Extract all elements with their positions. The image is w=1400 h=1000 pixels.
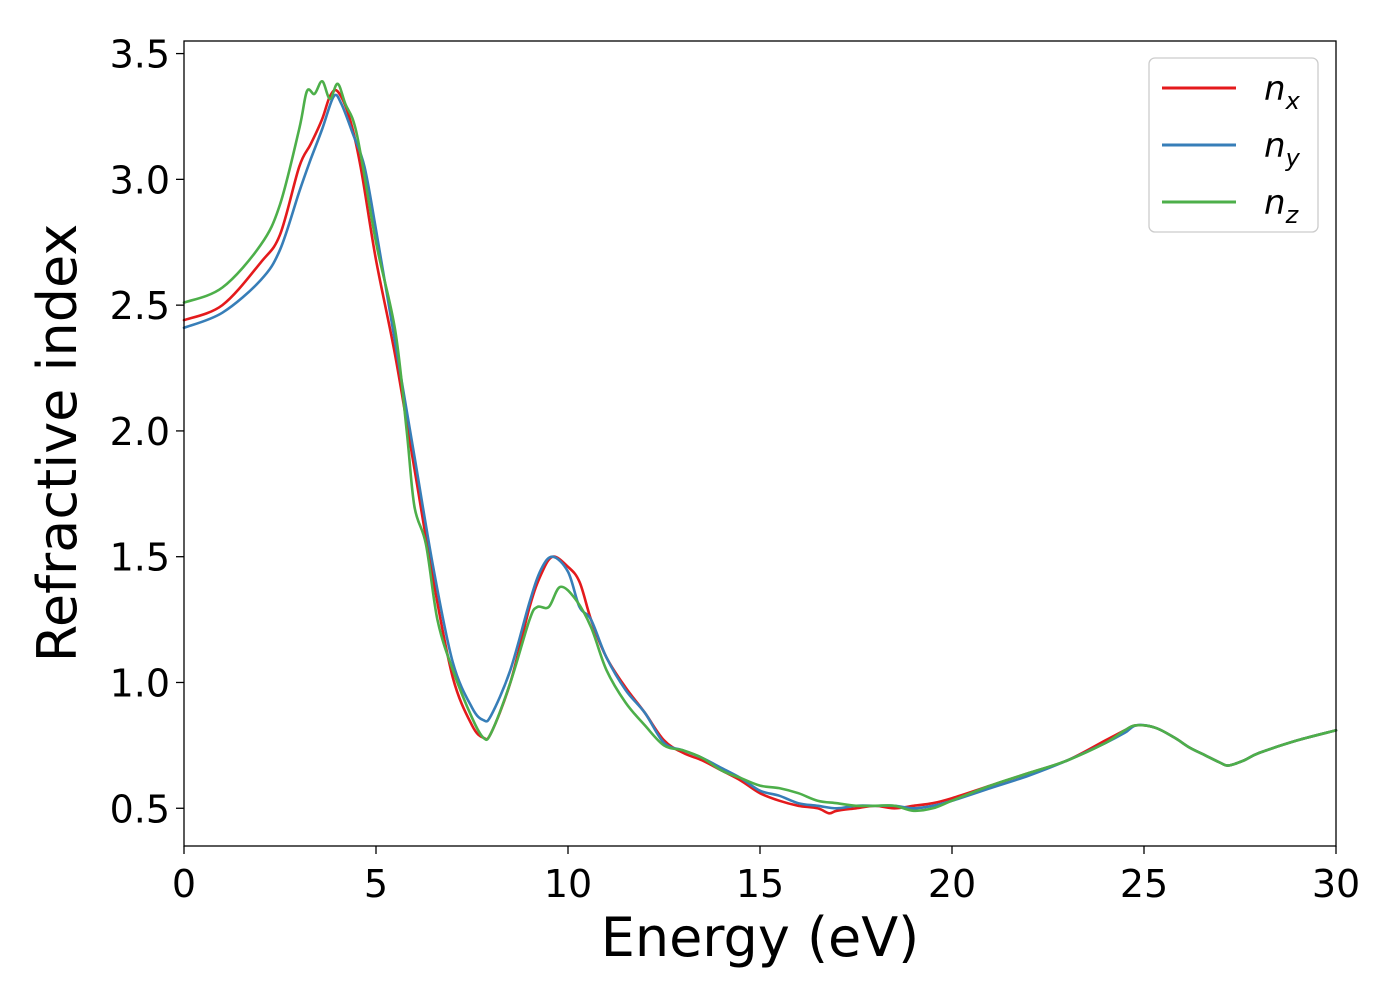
- y-axis-label: Refractive index: [26, 224, 89, 663]
- y-tick-label: 3.5: [110, 33, 170, 77]
- y-tick-label: 0.5: [110, 787, 170, 831]
- x-tick-label: 20: [928, 862, 976, 906]
- x-tick-label: 5: [364, 862, 388, 906]
- y-tick-label: 2.0: [110, 410, 170, 454]
- x-axis-ticks: 0 5 10 15 20 25 30: [172, 846, 1360, 906]
- legend-label-subscript: z: [1285, 201, 1300, 229]
- legend-label-y: ny: [1264, 126, 1301, 172]
- x-tick-label: 25: [1120, 862, 1168, 906]
- legend-label-x: nx: [1264, 69, 1301, 115]
- x-tick-label: 15: [736, 862, 784, 906]
- series-layer: [182, 80, 1338, 815]
- y-tick-label: 1.0: [110, 661, 170, 705]
- x-tick-label: 0: [172, 862, 196, 906]
- legend-label-subscript: y: [1285, 144, 1301, 172]
- x-axis-label: Energy (eV): [601, 906, 920, 969]
- y-tick-label: 2.5: [110, 284, 170, 328]
- x-tick-label: 30: [1312, 862, 1360, 906]
- y-tick-label: 1.5: [110, 536, 170, 580]
- plot-area: [184, 41, 1336, 846]
- legend-label-base: n: [1264, 183, 1286, 223]
- series-line-n-z: [182, 80, 1338, 813]
- legend-label-base: n: [1264, 126, 1286, 166]
- x-tick-label: 10: [544, 862, 592, 906]
- y-tick-label: 3.0: [110, 158, 170, 202]
- y-axis-ticks: 0.5 1.0 1.5 2.0 2.5 3.0 3.5: [110, 33, 184, 831]
- legend-label-z: nz: [1264, 183, 1300, 229]
- legend-label-subscript: x: [1285, 87, 1301, 115]
- legend-label-base: n: [1264, 69, 1286, 109]
